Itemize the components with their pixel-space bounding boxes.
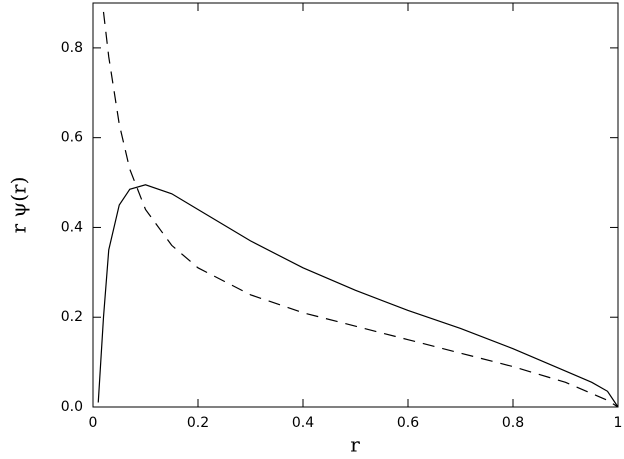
x-tick-label: 0.8 — [502, 415, 524, 431]
y-tick-label: 0.2 — [61, 309, 83, 325]
x-tick-label: 0.2 — [187, 415, 209, 431]
x-tick-label: 0.4 — [292, 415, 314, 431]
y-tick-label: 0.4 — [61, 219, 83, 235]
x-tick-label: 0 — [89, 415, 98, 431]
y-tick-label: 0.0 — [61, 399, 83, 415]
data-line — [102, 11, 619, 408]
y-tick-label: 0.6 — [61, 130, 83, 146]
x-axis-title: r — [350, 433, 360, 457]
y-axis-title: r ψ(r) — [7, 177, 31, 234]
x-tick-label: 1 — [614, 415, 623, 431]
data-line — [97, 184, 619, 408]
plot-frame — [92, 2, 619, 408]
y-tick-label: 0.8 — [61, 40, 83, 56]
x-tick-label: 0.6 — [397, 415, 419, 431]
